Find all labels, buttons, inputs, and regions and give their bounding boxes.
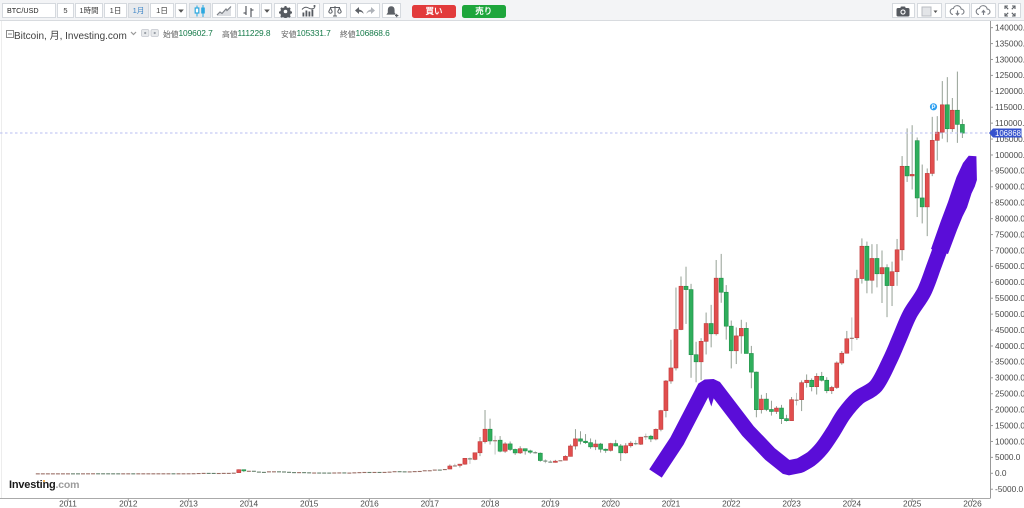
svg-text:10000.0: 10000.0 [995, 436, 1024, 446]
svg-text:2019: 2019 [541, 499, 560, 508]
svg-text:2023: 2023 [782, 499, 801, 508]
svg-text:60000.0: 60000.0 [995, 277, 1024, 287]
svg-text:65000.0: 65000.0 [995, 261, 1024, 271]
svg-text:2015: 2015 [300, 499, 319, 508]
svg-text:106868.6: 106868.6 [995, 129, 1024, 138]
svg-text:125000.0: 125000.0 [995, 70, 1024, 80]
svg-text:P: P [931, 105, 935, 111]
svg-text:30000.0: 30000.0 [995, 373, 1024, 383]
svg-text:120000.0: 120000.0 [995, 86, 1024, 96]
svg-text:110000.0: 110000.0 [995, 118, 1024, 128]
svg-text:80000.0: 80000.0 [995, 213, 1024, 223]
svg-text:2011: 2011 [59, 499, 77, 508]
svg-text:70000.0: 70000.0 [995, 245, 1024, 255]
svg-text:95000.0: 95000.0 [995, 166, 1024, 176]
svg-text:2012: 2012 [119, 499, 138, 508]
svg-text:135000.0: 135000.0 [995, 38, 1024, 48]
svg-text:35000.0: 35000.0 [995, 357, 1024, 367]
svg-text:20000.0: 20000.0 [995, 404, 1024, 414]
svg-text:115000.0: 115000.0 [995, 102, 1024, 112]
svg-text:100000.0: 100000.0 [995, 150, 1024, 160]
svg-text:2014: 2014 [240, 499, 259, 508]
svg-text:50000.0: 50000.0 [995, 309, 1024, 319]
svg-text:90000.0: 90000.0 [995, 182, 1024, 192]
svg-text:75000.0: 75000.0 [995, 229, 1024, 239]
svg-text:2020: 2020 [601, 499, 620, 508]
svg-text:2017: 2017 [421, 499, 440, 508]
svg-text:2018: 2018 [481, 499, 500, 508]
svg-text:85000.0: 85000.0 [995, 198, 1024, 208]
svg-text:2013: 2013 [179, 499, 198, 508]
svg-text:2024: 2024 [843, 499, 862, 508]
svg-text:2022: 2022 [722, 499, 741, 508]
svg-text:140000.0: 140000.0 [995, 22, 1024, 32]
svg-text:0.0: 0.0 [995, 468, 1007, 478]
svg-text:40000.0: 40000.0 [995, 341, 1024, 351]
svg-text:45000.0: 45000.0 [995, 325, 1024, 335]
svg-text:5000.0: 5000.0 [995, 452, 1021, 462]
svg-text:130000.0: 130000.0 [995, 54, 1024, 64]
svg-text:2021: 2021 [662, 499, 681, 508]
svg-text:2025: 2025 [903, 499, 922, 508]
svg-text:105000.0: 105000.0 [995, 134, 1024, 144]
svg-text:2016: 2016 [360, 499, 379, 508]
svg-text:-5000.0: -5000.0 [995, 484, 1024, 494]
svg-text:55000.0: 55000.0 [995, 293, 1024, 303]
svg-text:15000.0: 15000.0 [995, 420, 1024, 430]
svg-text:25000.0: 25000.0 [995, 389, 1024, 399]
svg-text:2026: 2026 [963, 499, 982, 508]
